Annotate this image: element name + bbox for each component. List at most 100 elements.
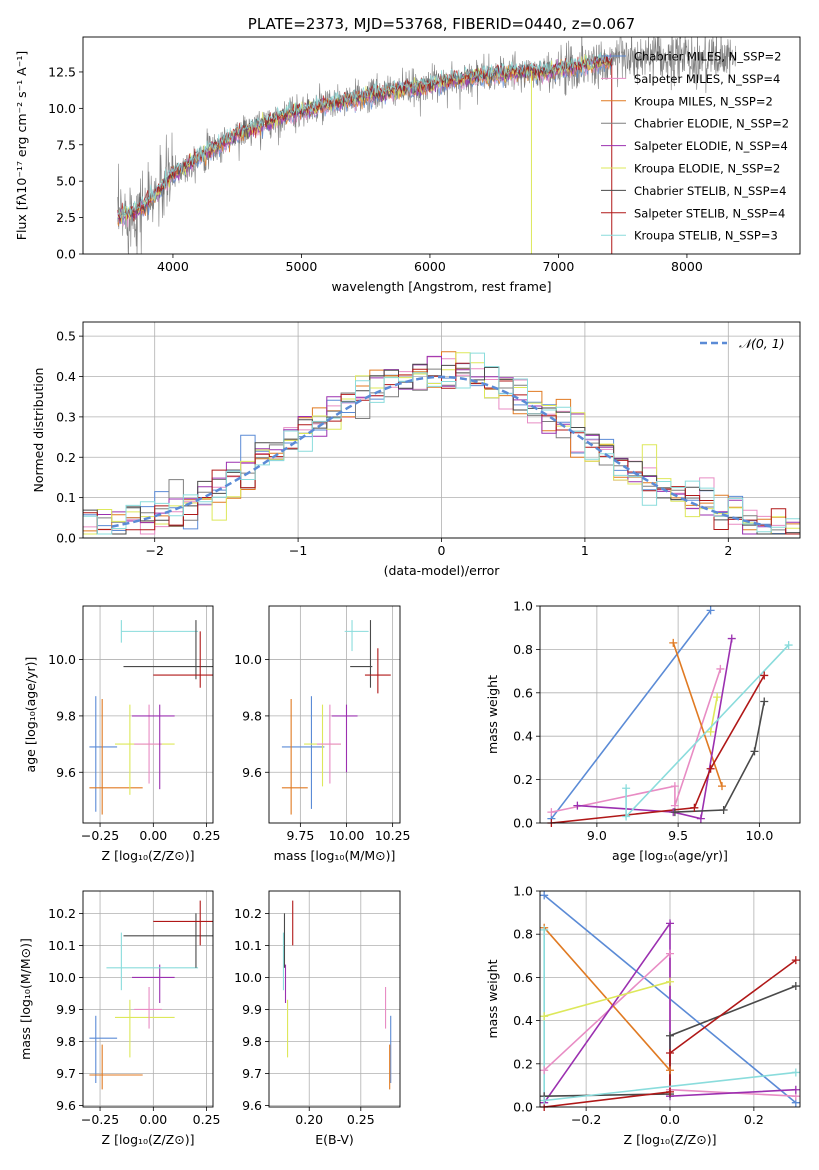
y-tick-label: 0.0 [513,1100,533,1115]
legend-label: Chabrier MILES, N_SSP=2 [634,50,781,64]
y-tick-label: 0.2 [56,450,76,465]
axes-frame [268,605,401,824]
x-tick-label: −0.2 [571,1112,601,1127]
mass-weight-marker [690,803,699,812]
x-tick-label: −2 [145,543,163,558]
y-tick-label: 0.4 [513,1013,533,1028]
legend-label: Chabrier STELIB, N_SSP=4 [634,184,786,198]
mass-weight-line [550,609,712,820]
x-tick-label: 9.0 [587,828,607,843]
mass-weight-line [672,642,723,787]
y-tick-label: 9.6 [242,1098,262,1113]
mass-weight-line [543,980,671,1018]
y-tick-label: 0.0 [56,247,76,262]
y-tick-label: 10.0 [48,970,76,985]
y-tick-label: 9.7 [56,1066,76,1081]
mass-weight-marker [791,1068,800,1077]
y-tick-label: 0.0 [513,816,533,831]
mass-weight-marker [547,808,556,817]
axes-frame [539,605,801,824]
y-tick-label: 12.5 [48,64,76,79]
mass-weight-line [551,668,722,813]
y-tick-label: 10.2 [48,906,76,921]
y-tick-label: 9.9 [56,1002,76,1017]
axes-frame [82,36,801,255]
y-tick-label: 0.1 [56,490,76,505]
y-tick-label: 5.0 [56,174,76,189]
plot-area-age_vs_Z [89,620,213,815]
mass-weight-marker [540,925,549,934]
x-axis-label: (data-model)/error [384,563,501,578]
y-tick-label: 10.1 [234,938,262,953]
y-axis-label: mass weight [485,675,500,754]
mass-weight-marker [540,891,549,900]
y-tick-label: 0.6 [513,685,533,700]
y-axis-label: mass [log₁₀(M/M⊙)] [18,938,33,1060]
x-axis-label: wavelength [Angstrom, rest frame] [331,279,551,294]
y-tick-label: 1.0 [513,599,533,614]
normal-reference-curve [111,375,772,528]
x-axis-label: E(B-V) [315,1132,354,1147]
residual-histogram [83,363,800,535]
mass-weight-marker [706,606,715,615]
mass-weight-line [551,675,765,823]
plot-area-mass_vs_ebv [282,900,392,1090]
mass-weight-marker [791,1085,800,1094]
mass-weight-marker [669,638,678,647]
mass-weight-marker [622,784,631,793]
mass-weight-marker [666,1049,674,1057]
y-tick-label: 9.8 [56,708,76,723]
legend-label: Salpeter ELODIE, N_SSP=4 [634,139,788,153]
mass-weight-marker [670,782,679,791]
mass-weight-marker [540,1066,549,1075]
y-axis-label: Normed distribution [31,368,46,493]
y-tick-label: 10.0 [48,101,76,116]
y-axis-label: Flux [fλ10⁻¹⁷ erg cm⁻² s⁻¹ A⁻¹] [14,51,29,240]
x-axis-label: Z [log₁₀(Z/Z⊙)] [102,1132,195,1147]
mass-weight-line [625,644,790,819]
mass-weight-marker [666,919,674,928]
legend-label: Salpeter STELIB, N_SSP=4 [634,206,785,220]
x-tick-label: 6000 [414,259,446,274]
x-tick-label: 7000 [543,259,575,274]
x-tick-label: 0 [438,543,446,558]
mass-weight-marker [719,805,728,814]
legend-label: Chabrier ELODIE, N_SSP=2 [634,117,789,131]
x-tick-label: 0.0 [660,1112,680,1127]
x-tick-label: 4000 [157,259,189,274]
y-tick-label: 1.0 [513,884,533,899]
y-tick-label: 10.0 [234,652,262,667]
x-tick-label: 10.00 [329,828,365,843]
plot-area-massweight_vs_age [550,609,790,823]
x-tick-label: −0.25 [81,1112,119,1127]
y-tick-label: 10.1 [48,938,76,953]
y-tick-label: 9.6 [242,765,262,780]
y-tick-label: 9.8 [242,1034,262,1049]
chart-title: PLATE=2373, MJD=53768, FIBERID=0440, z=0… [248,15,635,33]
x-tick-label: 8000 [671,259,703,274]
mass-weight-marker [696,814,705,823]
mass-weight-marker [760,671,769,680]
axes-frame [268,890,401,1108]
y-tick-label: 9.7 [242,1066,262,1081]
axes-frame [539,890,801,1108]
mass-weight-marker [716,664,725,673]
plot-area-age_vs_mass [281,620,391,815]
mass-weight-marker [727,634,736,643]
x-axis-label: mass [log₁₀(M/M⊙)] [274,848,396,863]
y-tick-label: 10.2 [234,906,262,921]
y-tick-label: 0.6 [513,970,533,985]
y-tick-label: 0.4 [56,369,76,384]
x-axis-label: Z [log₁₀(Z/Z⊙)] [624,1132,717,1147]
y-axis-label: mass weight [485,959,500,1038]
y-tick-label: 9.9 [242,1002,262,1017]
y-tick-label: 0.2 [513,772,533,787]
x-axis-label: age [log₁₀(age/yr)] [612,848,728,863]
mass-weight-marker [750,747,759,756]
x-tick-label: −0.25 [81,828,119,843]
x-tick-label: 9.75 [286,828,314,843]
x-tick-label: −1 [289,543,307,558]
x-tick-label: 10.0 [745,828,773,843]
